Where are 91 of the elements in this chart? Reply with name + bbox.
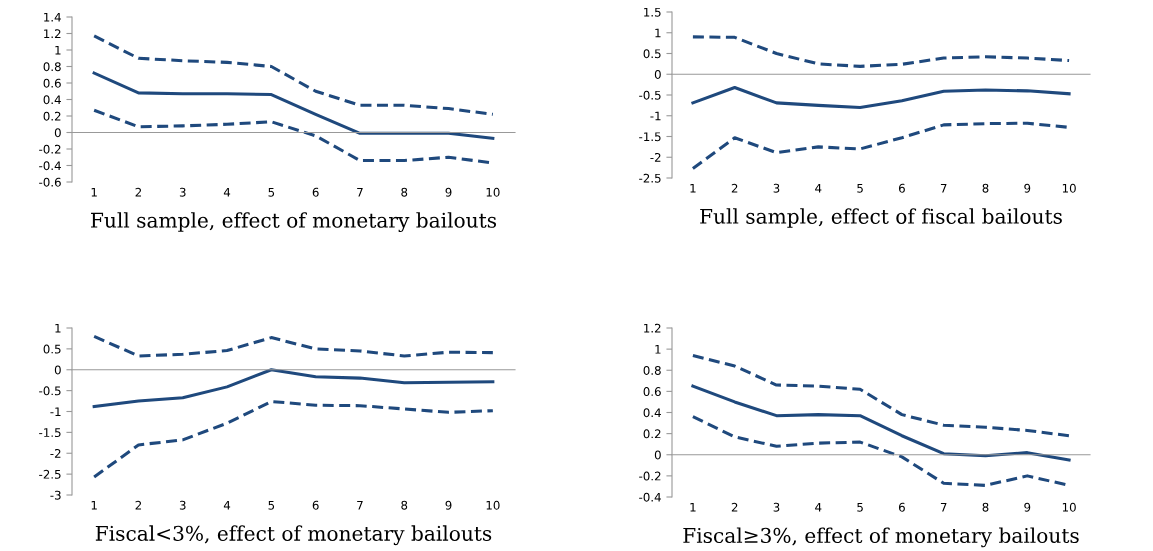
y-tick-label: -2.5 — [39, 469, 61, 479]
x-tick-label: 7 — [357, 187, 363, 197]
line-series — [92, 34, 495, 116]
y-tick-label: 0 — [654, 450, 661, 460]
line-series — [92, 399, 495, 479]
x-tick-label: 10 — [1062, 502, 1076, 512]
x-tick-label: 2 — [731, 183, 738, 193]
x-tick-label: 3 — [179, 500, 186, 510]
y-tick-label: -0.5 — [39, 386, 61, 396]
x-tick-label: 10 — [486, 500, 500, 510]
x-tick-label: 2 — [731, 502, 738, 512]
x-tick-label: 7 — [940, 183, 947, 193]
y-tick-label: 0 — [654, 69, 661, 79]
y-tick-label: 1.2 — [44, 29, 61, 38]
line-series — [691, 384, 1071, 462]
x-tick-label: 2 — [135, 187, 142, 197]
y-tick-label: 0.4 — [43, 95, 61, 105]
line-series — [92, 334, 495, 358]
y-tick-label: 0.5 — [43, 344, 61, 354]
x-tick-label: 6 — [898, 183, 905, 193]
x-tick-label: 1 — [690, 502, 696, 512]
x-tick-label: 2 — [135, 500, 142, 510]
y-tick-label: -0.6 — [39, 177, 61, 187]
y-tick-label: 0 — [54, 365, 61, 375]
x-tick-label: 7 — [357, 500, 363, 510]
y-tick-label: -2 — [650, 152, 661, 162]
y-tick-label: -0.4 — [39, 161, 61, 171]
x-tick-label: 6 — [312, 187, 319, 197]
y-tick-label: -1 — [650, 111, 661, 121]
x-tick-label: 9 — [1024, 502, 1031, 512]
y-tick-label: 1 — [55, 45, 61, 55]
y-tick-label: 1 — [655, 345, 661, 354]
y-tick-label: 1.4 — [44, 12, 61, 22]
x-tick-label: 9 — [445, 187, 452, 197]
x-tick-label: 10 — [486, 187, 500, 197]
x-tick-label: 8 — [401, 187, 408, 197]
x-tick-label: 5 — [268, 187, 275, 197]
y-tick-label: 0.5 — [643, 49, 661, 59]
y-tick-label: -1.5 — [39, 428, 61, 438]
line-series — [92, 71, 495, 140]
x-tick-label: 7 — [940, 502, 947, 512]
y-tick-label: -3 — [50, 490, 61, 500]
line-series — [691, 35, 1071, 68]
y-tick-label: 0.2 — [43, 111, 61, 121]
x-tick-label: 9 — [1024, 183, 1031, 193]
y-tick-label: 0.2 — [643, 429, 661, 439]
y-tick-label: 0.6 — [43, 78, 61, 88]
y-tick-label: 1 — [655, 28, 661, 38]
x-tick-label: 4 — [815, 183, 822, 193]
y-tick-label: -2.5 — [639, 173, 661, 183]
y-tick-label: 1 — [55, 323, 61, 333]
line-series — [691, 86, 1071, 109]
text: Fiscal≥3%, effect of monetary bailouts — [683, 527, 1079, 548]
y-tick-label: 0.8 — [43, 62, 61, 72]
x-tick-label: 4 — [223, 187, 231, 197]
text: Full sample, effect of monetary bailouts — [91, 212, 497, 233]
x-tick-label: 5 — [268, 500, 275, 510]
x-tick-label: 6 — [312, 500, 319, 510]
y-tick-label: -1 — [50, 407, 61, 416]
y-tick-label: 0.6 — [643, 387, 661, 397]
y-tick-label: -1.5 — [639, 132, 661, 142]
x-tick-label: 3 — [179, 187, 186, 197]
line-series — [691, 353, 1071, 438]
y-tick-label: 0.4 — [643, 408, 661, 418]
x-tick-label: 1 — [690, 183, 696, 193]
x-tick-label: 1 — [91, 500, 97, 510]
x-tick-label: 5 — [857, 183, 863, 193]
y-tick-label: 0 — [54, 128, 61, 138]
x-tick-label: 8 — [982, 502, 989, 512]
y-tick-label: 0.8 — [643, 365, 661, 375]
y-tick-label: -0.5 — [639, 90, 661, 100]
text: Full sample, effect of fiscal bailouts — [700, 208, 1062, 228]
y-tick-label: -0.4 — [639, 492, 661, 502]
x-tick-label: 10 — [1062, 183, 1076, 193]
x-tick-label: 1 — [91, 187, 97, 197]
x-tick-label: 8 — [401, 500, 408, 510]
x-tick-label: 3 — [773, 183, 780, 193]
x-tick-label: 9 — [445, 500, 452, 510]
x-tick-label: 4 — [815, 502, 822, 512]
y-tick-label: -2 — [50, 448, 61, 458]
y-tick-label: 1.2 — [644, 323, 661, 333]
text: Fiscal<3%, effect of monetary bailouts — [95, 525, 492, 546]
x-tick-label: 3 — [773, 502, 780, 512]
x-tick-label: 5 — [857, 502, 863, 512]
x-tick-label: 6 — [898, 502, 905, 512]
y-tick-label: 1.5 — [644, 7, 661, 17]
x-tick-label: 8 — [982, 183, 989, 193]
y-tick-label: -0.2 — [39, 144, 61, 154]
line-series — [92, 368, 495, 409]
y-tick-label: -0.2 — [639, 471, 661, 481]
x-tick-label: 4 — [223, 500, 231, 510]
